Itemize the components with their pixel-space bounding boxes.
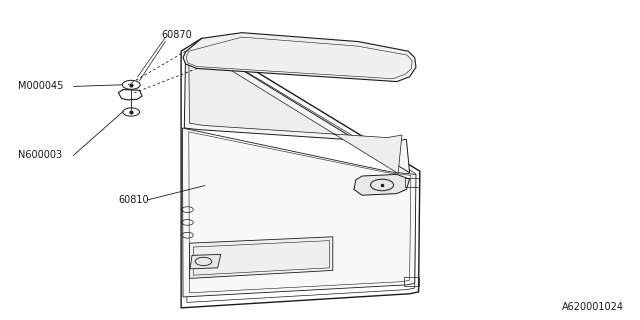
Polygon shape — [189, 47, 402, 173]
Polygon shape — [183, 33, 416, 82]
Polygon shape — [184, 43, 410, 173]
Text: 60810: 60810 — [118, 195, 149, 205]
Text: M000045: M000045 — [18, 81, 63, 92]
Polygon shape — [189, 237, 333, 278]
Polygon shape — [181, 38, 420, 308]
Bar — [405, 178, 419, 187]
Text: 60870: 60870 — [161, 30, 192, 40]
Polygon shape — [190, 254, 221, 269]
Polygon shape — [182, 128, 416, 297]
Text: A620001024: A620001024 — [562, 302, 624, 312]
Polygon shape — [354, 174, 410, 195]
Bar — [404, 277, 419, 286]
Text: N600003: N600003 — [18, 150, 62, 160]
